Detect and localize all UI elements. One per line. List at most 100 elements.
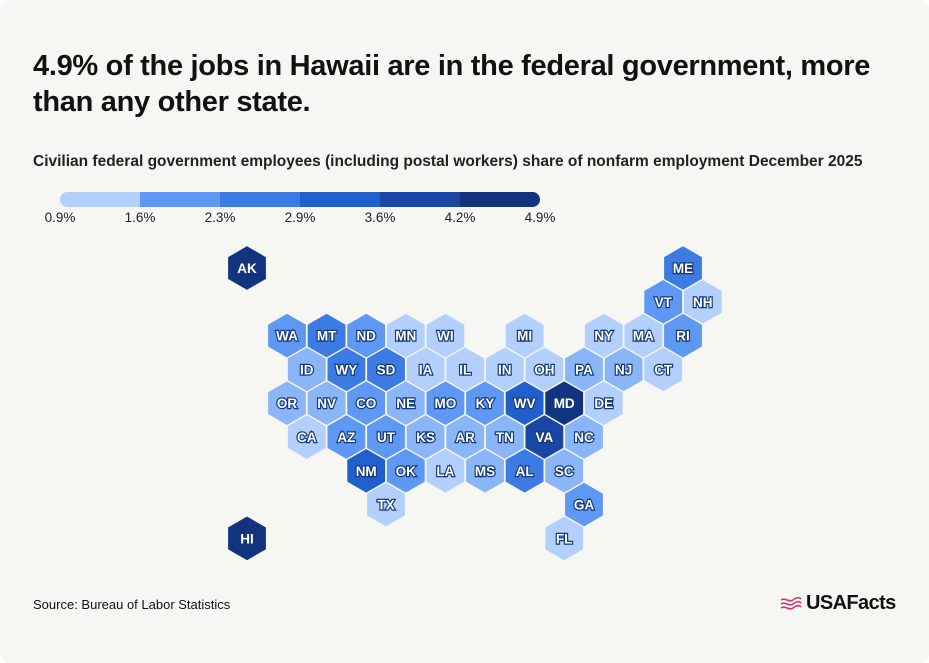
state-hex-wv: WV	[504, 380, 545, 427]
state-label: MI	[517, 329, 532, 344]
state-hex-ar: AR	[445, 413, 486, 461]
state-label: IA	[419, 362, 433, 377]
color-legend: 0.9% 1.6% 2.3% 2.9% 3.6% 4.2% 4.9%	[40, 190, 560, 230]
state-label: NM	[356, 464, 377, 479]
state-label: KS	[416, 430, 435, 445]
state-hex-shape	[365, 481, 407, 528]
legend-tick-label: 4.2%	[444, 210, 476, 225]
state-hex-md: MD	[544, 380, 585, 427]
state-label: WV	[514, 396, 536, 411]
state-hex-vt: VT	[643, 278, 684, 325]
legend-tick-label: 2.9%	[284, 210, 316, 225]
state-label: OR	[277, 396, 298, 411]
state-label: SD	[377, 362, 396, 377]
state-label: AL	[516, 464, 534, 479]
state-hex-ne: NE	[385, 380, 426, 427]
state-label: AK	[237, 261, 257, 276]
state-label: MD	[554, 396, 575, 411]
state-hex-shape	[643, 346, 684, 393]
state-label: RI	[676, 329, 690, 344]
state-label: NC	[574, 430, 594, 445]
legend-swatch	[60, 192, 140, 207]
state-label: FL	[556, 531, 573, 546]
state-label: LA	[436, 464, 454, 479]
state-label: KY	[476, 396, 495, 411]
state-label: IL	[459, 362, 471, 377]
logo-text: USAFacts	[806, 592, 896, 614]
state-label: ND	[356, 329, 376, 344]
state-label: ME	[673, 261, 693, 276]
state-hex-nj: NJ	[603, 346, 644, 393]
state-hex-ri: RI	[662, 312, 704, 359]
legend-swatch	[380, 192, 460, 207]
us-flag-icon	[780, 597, 802, 610]
legend-tick-label: 0.9%	[44, 210, 76, 225]
state-hex-ma: MA	[623, 312, 664, 359]
state-hex-ks: KS	[405, 413, 446, 461]
legend-swatch	[140, 192, 220, 207]
state-label: AR	[455, 430, 475, 445]
state-hex-or: OR	[266, 380, 308, 427]
legend-tick-label: 2.3%	[204, 210, 236, 225]
state-hex-ga: GA	[563, 481, 605, 528]
state-hex-il: IL	[445, 346, 486, 393]
state-label: SC	[555, 464, 574, 479]
state-label: PA	[575, 362, 593, 377]
state-label: AZ	[337, 430, 355, 445]
state-hex-al: AL	[504, 447, 545, 494]
state-hex-shape	[544, 515, 585, 562]
state-label: HI	[240, 531, 254, 546]
legend-tick-label: 4.9%	[524, 210, 556, 225]
state-label: UT	[377, 430, 396, 445]
state-label: VT	[655, 295, 673, 310]
state-label: MS	[475, 464, 495, 479]
state-label: NY	[594, 329, 613, 344]
legend-tick-label: 3.6%	[364, 210, 396, 225]
state-label: VA	[536, 430, 554, 445]
state-hex-nc: NC	[563, 413, 605, 461]
state-label: DE	[594, 396, 613, 411]
subtitle: Civilian federal government employees (i…	[33, 153, 863, 170]
state-hex-fl: FL	[544, 515, 585, 562]
state-hex-ca: CA	[286, 413, 327, 461]
state-label: MO	[435, 396, 457, 411]
state-hex-id: ID	[286, 346, 327, 393]
state-hex-tx: TX	[365, 481, 407, 528]
legend-tick-label: 1.6%	[124, 210, 156, 225]
state-hex-ut: UT	[365, 413, 407, 461]
state-hex-nh: NH	[682, 278, 723, 325]
state-hex-de: DE	[583, 380, 624, 427]
state-hex-in: IN	[484, 346, 525, 393]
state-label: CO	[356, 396, 376, 411]
state-hex-ct: CT	[643, 346, 684, 393]
state-hex-sd: SD	[365, 346, 407, 393]
state-label: ID	[300, 362, 314, 377]
source-note: Source: Bureau of Labor Statistics	[33, 597, 231, 612]
legend-swatch	[300, 192, 380, 207]
state-hex-wi: WI	[425, 312, 466, 359]
state-label: CT	[654, 362, 673, 377]
legend-swatch	[460, 192, 540, 207]
state-label: IN	[498, 362, 512, 377]
state-hex-shape	[226, 515, 268, 562]
state-hex-mi: MI	[504, 312, 545, 359]
state-label: TN	[496, 430, 514, 445]
state-hex-nv: NV	[306, 380, 347, 427]
state-hex-me: ME	[662, 244, 704, 292]
state-hex-shape	[504, 447, 545, 494]
state-hex-mt: MT	[306, 312, 347, 359]
state-label: WI	[437, 329, 454, 344]
state-label: OH	[534, 362, 554, 377]
state-label: MT	[317, 329, 337, 344]
state-hex-ny: NY	[583, 312, 624, 359]
state-label: GA	[574, 498, 595, 513]
state-hex-nm: NM	[346, 447, 387, 494]
state-hex-ok: OK	[385, 447, 426, 494]
headline: 4.9% of the jobs in Hawaii are in the fe…	[33, 50, 871, 118]
state-label: NV	[317, 396, 336, 411]
state-label: NJ	[615, 362, 632, 377]
state-label: NH	[693, 295, 713, 310]
state-label: CA	[297, 430, 317, 445]
